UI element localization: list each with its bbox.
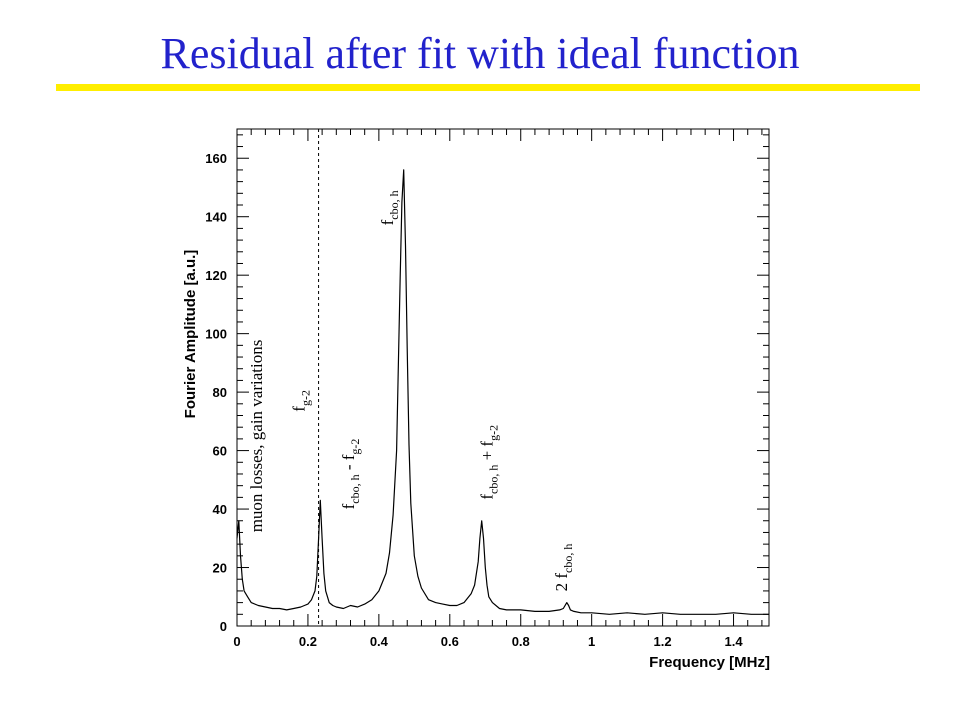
y-tick-label: 80	[213, 385, 227, 400]
annotation-subscript: g-2	[298, 390, 312, 406]
x-tick-label: 0.2	[299, 634, 317, 649]
peak-annotation: muon losses, gain variations	[247, 340, 266, 533]
annotation-subscript: cbo, h	[348, 474, 362, 503]
annotation-subscript: cbo, h	[561, 544, 575, 573]
x-tick-label: 1.2	[654, 634, 672, 649]
peak-annotation: fcbo, h + fg-2	[477, 425, 500, 500]
x-tick-label: 1.4	[724, 634, 743, 649]
plot-area: 0 0.2 0.4 0.6 0.8 1 1.2 1.4 0 20 40 60 80 100 120 140 16…	[205, 128, 770, 649]
spectrum-line	[236, 169, 769, 615]
y-tick-label: 40	[213, 502, 227, 517]
peak-annotation: 2 fcbo, h	[552, 544, 575, 592]
y-tick-label: 160	[205, 151, 227, 166]
slide-title: Residual after fit with ideal function	[160, 29, 800, 78]
x-tick-label: 0	[233, 634, 240, 649]
y-tick-label: 100	[205, 327, 227, 342]
y-tick-label: 20	[213, 561, 227, 576]
peak-annotation: fcbo, h	[378, 190, 401, 225]
annotation-text: + f	[477, 441, 496, 465]
y-tick-label: 60	[213, 444, 227, 459]
y-tick-label: 0	[220, 619, 227, 634]
x-tick-label: 0.6	[441, 634, 459, 649]
annotation-text: f	[552, 573, 571, 579]
plot-frame	[236, 128, 770, 627]
annotation-subscript: g-2	[486, 425, 500, 441]
annotation-subscript: cbo, h	[387, 190, 401, 219]
annotation-text: 2	[552, 579, 571, 592]
y-tick-label: 140	[205, 210, 227, 225]
x-tick-label: 1	[588, 634, 595, 649]
x-tick-label: 0.4	[370, 634, 389, 649]
y-tick-label: 120	[205, 268, 227, 283]
peak-annotation: fg-2	[289, 390, 312, 412]
x-axis-label: Frequency [MHz]	[649, 654, 770, 671]
peak-annotation: fcbo, h - fg-2	[339, 439, 362, 510]
annotation-text: f	[378, 219, 397, 225]
title-underline	[56, 84, 920, 91]
x-tick-label: 0.8	[512, 634, 530, 649]
annotation-text: - f	[339, 454, 358, 474]
annotation-text: f	[289, 406, 308, 412]
annotation-subscript: g-2	[348, 439, 362, 455]
annotation-subscript: cbo, h	[486, 465, 500, 494]
y-axis-label: Fourier Amplitude [a.u.]	[182, 250, 199, 419]
annotation-text: f	[339, 503, 358, 509]
annotation-text: f	[477, 494, 496, 500]
